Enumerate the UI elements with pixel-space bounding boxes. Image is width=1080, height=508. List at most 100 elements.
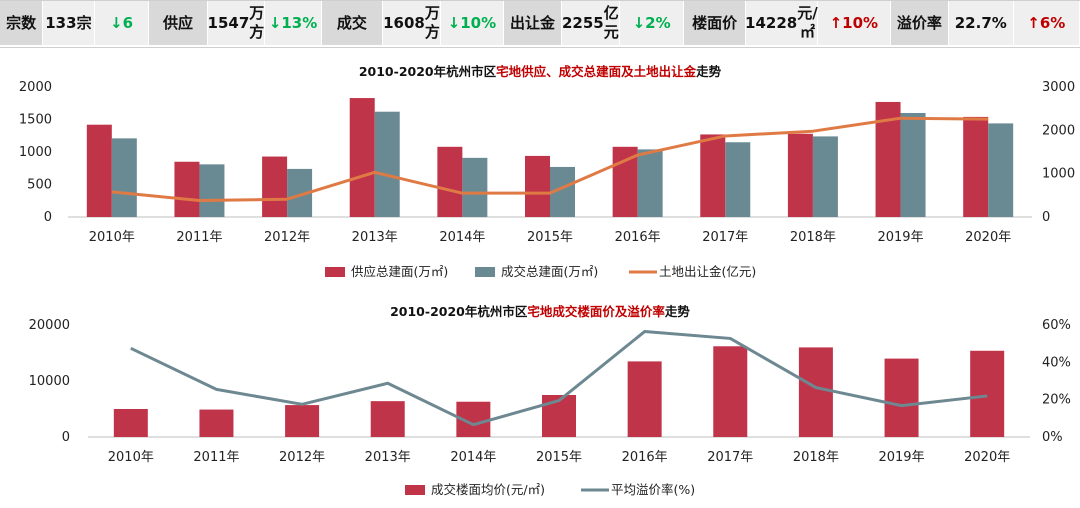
bar-primary [174,161,200,217]
x-tick-label: 2019年 [877,230,923,245]
stat-value: 133 宗 [43,1,95,45]
stat-label: 楼面价 [684,1,746,45]
y-left-tick-label: 0 [62,430,70,445]
bar-primary [798,347,833,437]
y-right-tick-label: 0% [1042,430,1063,445]
y-right-tick-label: 20% [1042,393,1071,408]
x-tick-label: 2014年 [450,450,496,465]
x-tick-label: 2015年 [536,450,582,465]
bar-secondary [812,136,838,217]
stat-value-number: 2255 [562,13,604,32]
y-left-tick-label: 1500 [19,113,52,128]
bar-primary [113,409,148,437]
y-left-tick-label: 10000 [29,374,70,389]
x-tick-label: 2014年 [439,230,485,245]
bar-primary [612,146,638,217]
bar-secondary [199,164,225,217]
x-tick-label: 2010年 [108,450,154,465]
bar-primary [627,361,662,437]
x-tick-label: 2010年 [89,230,135,245]
stat-value-unit: 亿元 [603,4,619,41]
chart-title-suffix: 走势 [665,304,691,319]
chart-title-prefix: 2010-2020年杭州市区 [359,64,497,79]
x-tick-label: 2019年 [878,450,924,465]
series-line [111,116,989,203]
stat-label: 出让金 [503,1,562,45]
y-right-tick-label: 0 [1042,210,1050,225]
stat-value-unit: 万方 [249,4,265,41]
stat-label: 溢价率 [890,1,949,45]
stat-label: 宗数 [0,1,44,45]
stat-change: ↑6% [1013,1,1080,45]
bar-primary [970,350,1005,437]
stat-change: ↓6 [94,1,150,45]
chart-title-prefix: 2010-2020年杭州市区 [390,304,528,319]
y-right-tick-label: 60% [1042,318,1071,333]
bar-secondary [462,157,488,217]
x-tick-label: 2018年 [790,230,836,245]
bar-primary [525,155,550,217]
stat-value: 2255 亿元 [562,1,620,45]
legend-label: 土地出让金(亿元) [659,264,756,279]
bar-secondary [637,149,663,217]
y-left-tick-label: 1000 [19,145,52,160]
stat-value: 1608 万方 [383,1,441,45]
bar-primary [285,405,320,437]
stat-value-number: 1547 [207,13,250,32]
bar-secondary [374,111,400,217]
bar-primary [86,124,112,217]
legend-swatch [325,267,345,277]
y-left-tick-label: 0 [44,210,52,225]
stat-value-unit: 宗 [76,13,92,32]
bar-primary [787,133,813,217]
x-tick-label: 2017年 [707,450,753,465]
y-right-tick-label: 1000 [1042,167,1075,182]
x-tick-label: 2013年 [365,450,411,465]
stat-value-number: 1608 [383,13,425,32]
stat-label: 供应 [149,1,208,45]
x-tick-label: 2016年 [622,450,668,465]
stat-change: ↑10% [817,1,891,45]
stat-value-number: 14228 [745,13,798,32]
bar-primary [713,346,748,437]
x-tick-label: 2011年 [176,230,222,245]
y-right-tick-label: 2000 [1042,123,1075,138]
y-left-tick-label: 2000 [19,80,52,95]
x-tick-label: 2011年 [193,450,239,465]
chart-title-suffix: 走势 [696,64,722,79]
stat-value: 14228 元/㎡ [745,1,818,45]
bar-secondary [900,113,926,217]
legend-swatch [475,267,495,277]
price-premium-chart: 2010-2020年杭州市区宅地成交楼面价及溢价率走势 0 10000 20000 0%… [0,298,1080,508]
stats-bar: 宗数 133 宗 ↓6 供应 1547 万方 ↓13% 成交 1608 万方 ↓10% 出让金 2255 亿… [0,0,1080,48]
bar-secondary [988,123,1014,217]
stat-value-unit: 万方 [424,4,440,41]
bar-primary [262,156,288,217]
x-tick-label: 2018年 [793,450,839,465]
x-tick-label: 2017年 [702,230,748,245]
y-left-tick-label: 500 [27,178,52,193]
chart-title-highlight: 宅地成交楼面价及溢价率 [527,304,665,319]
bar-primary [370,401,405,437]
bar-secondary [725,142,751,217]
x-tick-label: 2020年 [964,450,1010,465]
legend-label: 成交总建面(万㎡) [501,264,598,279]
y-right-tick-label: 3000 [1042,80,1075,95]
bar-secondary [111,138,137,217]
supply-deal-chart: 2010-2020年杭州市区宅地供应、成交总建面及土地出让金走势 0 500 1000… [0,56,1080,286]
chart-title-highlight: 宅地供应、成交总建面及土地出让金 [496,64,697,79]
chart-title: 2010-2020年杭州市区宅地供应、成交总建面及土地出让金走势 [359,64,722,79]
stat-value-unit: 元/㎡ [797,4,818,41]
stat-value-number: 133 [45,13,77,32]
bar-primary [199,409,234,437]
x-tick-label: 2016年 [615,230,661,245]
bar-primary [700,134,726,217]
series-line [130,330,988,427]
y-left-tick-label: 20000 [29,318,70,333]
x-tick-label: 2015年 [527,230,573,245]
bar-primary [437,146,463,217]
chart-svg: 2010-2020年杭州市区宅地成交楼面价及溢价率走势 0 10000 20000 0%… [29,304,1071,497]
legend-swatch [405,485,425,495]
x-tick-label: 2013年 [352,230,398,245]
x-tick-label: 2012年 [264,230,310,245]
